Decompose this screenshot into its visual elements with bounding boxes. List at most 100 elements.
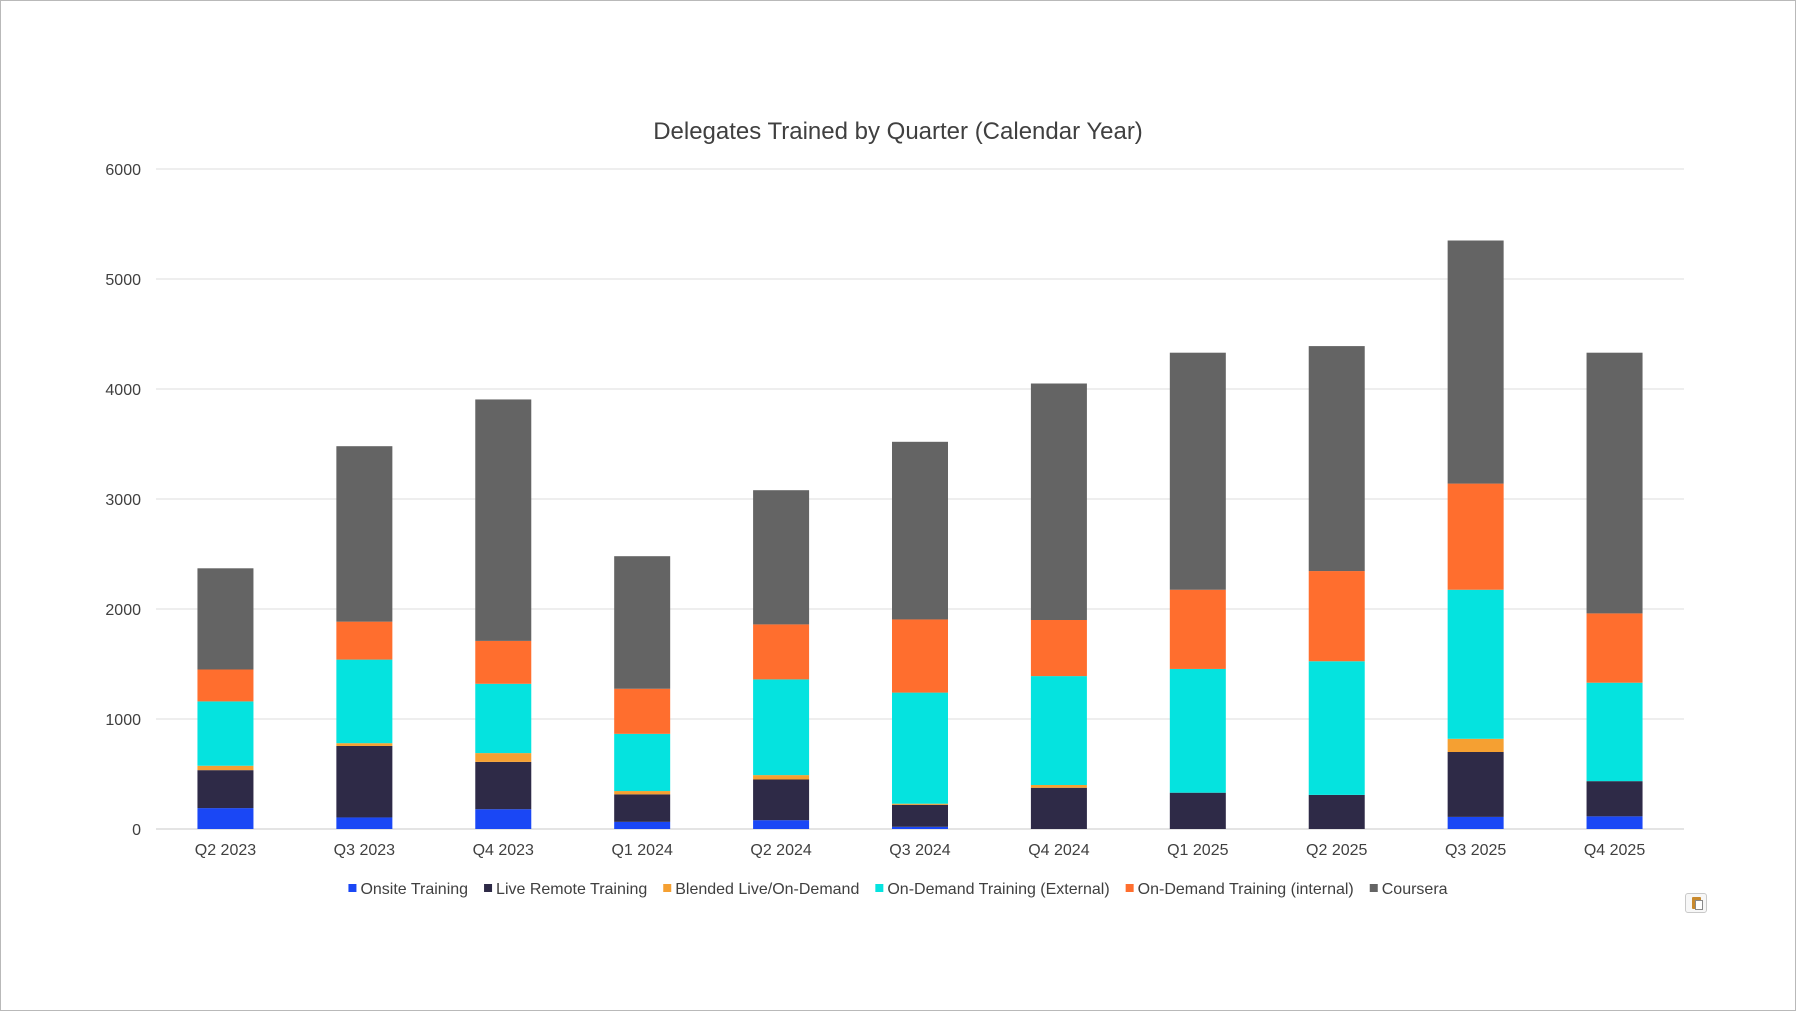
bar-segment	[336, 745, 393, 818]
bar-segment	[614, 791, 671, 795]
bar-segment	[1169, 589, 1226, 669]
y-axis: 0 1000 2000 3000 4000 5000 6000	[105, 162, 141, 839]
chart-title: Delegates Trained by Quarter (Calendar Y…	[653, 118, 1143, 145]
bar-segment	[336, 817, 393, 829]
legend-label: Onsite Training	[360, 881, 468, 898]
bar-segment	[336, 659, 393, 744]
y-tick-label: 5000	[105, 272, 141, 289]
x-tick-label: Q1 2024	[611, 842, 672, 859]
bar-segment	[475, 640, 532, 684]
bar-segment	[1308, 661, 1365, 795]
bar-segment	[1447, 483, 1504, 590]
bar-segment	[1447, 816, 1504, 829]
bar-segment	[475, 761, 532, 810]
legend-swatch	[484, 884, 493, 892]
legend-item: Blended Live/On-Demand	[663, 881, 859, 898]
bar-segment	[475, 809, 532, 829]
clipboard-sheet	[1695, 900, 1703, 910]
legend-swatch	[1369, 884, 1378, 892]
legend-label: On-Demand Training (External)	[887, 881, 1109, 898]
legend-item: On-Demand Training (External)	[875, 881, 1110, 898]
bar-segment	[614, 733, 671, 792]
bar-segment	[197, 701, 254, 766]
bar-segment	[336, 743, 393, 746]
bar-segment	[753, 490, 810, 625]
bar-segment	[197, 568, 254, 670]
legend: Onsite Training Live Remote Training Blend…	[348, 881, 1448, 898]
legend-swatch	[663, 884, 672, 892]
bar-segment	[892, 804, 948, 827]
bar-segment	[753, 679, 810, 776]
bar-segment	[197, 770, 254, 809]
bar-segment	[1169, 352, 1226, 590]
bar-segment	[475, 753, 532, 762]
y-tick-label: 1000	[105, 712, 141, 729]
bar-segment	[892, 692, 948, 804]
clipboard-icon[interactable]	[1685, 893, 1707, 913]
x-tick-label: Q3 2024	[889, 842, 950, 859]
x-tick-label: Q2 2024	[750, 842, 811, 859]
y-tick-label: 4000	[105, 382, 141, 399]
bar-segment	[892, 441, 948, 620]
bar-segment	[1447, 738, 1504, 752]
bar-segment	[1030, 620, 1087, 677]
legend-label: Coursera	[1382, 881, 1448, 898]
bars	[197, 240, 1643, 829]
bar-segment	[1169, 668, 1226, 793]
legend-item: Coursera	[1369, 881, 1448, 898]
y-tick-label: 2000	[105, 602, 141, 619]
legend-item: On-Demand Training (internal)	[1125, 881, 1354, 898]
legend-label: On-Demand Training (internal)	[1138, 881, 1354, 898]
bar-segment	[614, 688, 671, 734]
bar-segment	[753, 624, 810, 680]
bar-segment	[1447, 240, 1504, 484]
bar-segment	[336, 446, 393, 622]
legend-label: Blended Live/On-Demand	[675, 881, 859, 898]
x-tick-label: Q4 2025	[1584, 842, 1645, 859]
bar-segment	[892, 803, 948, 805]
bar-segment	[197, 808, 254, 829]
x-tick-label: Q2 2025	[1306, 842, 1367, 859]
legend-item: Live Remote Training	[484, 881, 647, 898]
bar-segment	[1586, 781, 1643, 817]
legend-swatch	[348, 884, 357, 892]
bar-segment	[614, 794, 671, 822]
legend-swatch	[1125, 884, 1134, 892]
bar-segment	[1308, 346, 1365, 572]
bar-segment	[1586, 352, 1643, 614]
bar-segment	[1030, 787, 1087, 829]
y-tick-label: 0	[132, 822, 141, 839]
legend-item: Onsite Training	[348, 881, 468, 898]
y-tick-label: 6000	[105, 162, 141, 179]
bar-segment	[753, 775, 810, 780]
x-tick-label: Q4 2023	[473, 842, 534, 859]
bar-segment	[614, 556, 671, 689]
legend-label: Live Remote Training	[496, 881, 647, 898]
y-tick-label: 3000	[105, 492, 141, 509]
bar-segment	[1030, 676, 1087, 785]
bar-segment	[1586, 682, 1643, 782]
x-tick-label: Q2 2023	[195, 842, 256, 859]
bar-segment	[1030, 785, 1087, 788]
bar-segment	[614, 821, 671, 829]
bar-segment	[892, 619, 948, 693]
x-tick-label: Q1 2025	[1167, 842, 1228, 859]
bar-segment	[1447, 589, 1504, 739]
bar-segment	[753, 779, 810, 821]
bar-segment	[892, 826, 948, 829]
bar-segment	[1169, 792, 1226, 829]
bar-segment	[1447, 752, 1504, 817]
bar-segment	[197, 669, 254, 702]
bar-segment	[1308, 794, 1365, 829]
bar-segment	[1308, 571, 1365, 662]
x-tick-label: Q3 2025	[1445, 842, 1506, 859]
x-axis: Q2 2023 Q3 2023 Q4 2023 Q1 2024 Q2 2024 Q3 20…	[195, 842, 1646, 859]
x-tick-label: Q3 2023	[334, 842, 395, 859]
x-tick-label: Q4 2024	[1028, 842, 1089, 859]
bar-segment	[336, 621, 393, 660]
bar-segment	[753, 820, 810, 829]
bar-segment	[1030, 383, 1087, 620]
bar-segment	[475, 399, 532, 641]
